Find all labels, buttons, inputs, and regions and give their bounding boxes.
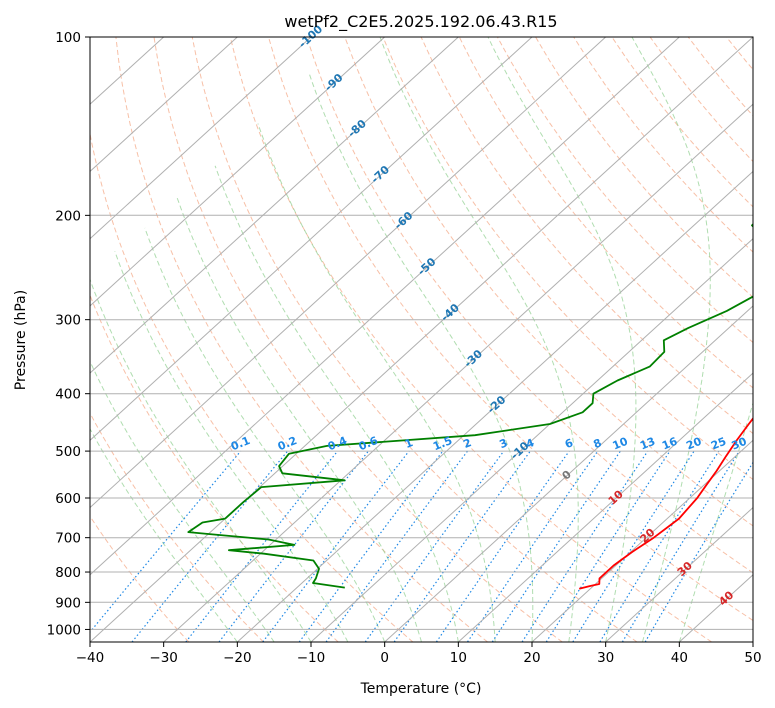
x-tick-label: 0 <box>380 650 389 666</box>
dry-adiabat <box>306 37 753 574</box>
y-tick-label: 800 <box>55 565 81 581</box>
y-tick-label: 1000 <box>47 622 81 638</box>
moist-adiabat <box>379 37 579 642</box>
isotherm-line <box>90 37 312 240</box>
dry-adiabat <box>382 37 753 481</box>
y-tick-label: 500 <box>55 444 81 460</box>
mixing-ratio-line <box>491 450 621 642</box>
mixing-ratio-label: 8 <box>592 436 604 451</box>
isotherm-line <box>90 37 607 509</box>
mixing-ratio-line <box>298 450 444 642</box>
mixing-ratio-label: 10 <box>611 435 630 453</box>
x-tick-label: 50 <box>744 650 761 666</box>
mixing-ratio-line <box>621 450 740 642</box>
mixing-ratio-label: 3 <box>498 436 510 451</box>
isotherm-line <box>90 37 238 173</box>
isotherm-line <box>90 37 386 307</box>
mixing-ratio-label: 30 <box>730 435 749 453</box>
grid-lines <box>90 37 753 642</box>
dry-adiabat <box>90 412 264 642</box>
mixing-ratio-line <box>435 450 570 642</box>
mixing-ratio-line <box>521 450 649 642</box>
mixing-ratio-line <box>90 450 242 633</box>
x-tick-label: 30 <box>597 650 614 666</box>
mixing-ratio-line <box>325 450 468 642</box>
mixing-ratio-label: 16 <box>660 435 679 453</box>
moist-adiabat <box>214 165 459 642</box>
dry-adiabat <box>268 37 753 622</box>
y-tick-label: 700 <box>55 531 81 547</box>
x-axis-ticks: −40 −30 −20 −10 0 10 20 30 40 50 <box>76 642 762 666</box>
isotherm-line <box>90 37 680 576</box>
x-tick-label: −30 <box>149 650 178 666</box>
moist-adiabat <box>487 37 637 642</box>
isotherm-line <box>90 37 459 374</box>
moist-adiabat <box>175 195 422 642</box>
y-tick-label: 900 <box>55 595 81 611</box>
isotherm-line <box>531 439 753 642</box>
mixing-ratio-line <box>572 450 695 642</box>
isotherm-line <box>384 305 753 642</box>
moist-adiabat <box>90 427 238 642</box>
mixing-ratio-label: 25 <box>709 435 728 453</box>
moist-adiabat <box>90 278 312 642</box>
x-tick-label: 10 <box>450 650 467 666</box>
mixing-ratio-label: 1 <box>403 436 415 451</box>
dewpoint-trace <box>187 223 753 589</box>
mixing-ratio-line <box>131 450 289 642</box>
x-tick-label: −10 <box>297 650 326 666</box>
x-axis-label: Temperature (°C) <box>360 681 482 697</box>
isotherm-line <box>90 37 533 442</box>
moist-adiabat <box>90 360 275 642</box>
mixing-ratio-label: 2 <box>461 436 473 451</box>
isotherm-line <box>605 506 753 642</box>
moist-adiabat <box>308 72 534 642</box>
dry-adiabat <box>496 37 753 344</box>
moist-adiabat <box>631 37 711 642</box>
y-tick-label: 300 <box>55 313 81 329</box>
isotherm-line <box>236 170 753 642</box>
y-axis-ticks: 100 200 300 400 500 600 700 800 900 1000 <box>47 30 90 638</box>
y-tick-label: 100 <box>55 30 81 46</box>
mixing-ratio-line <box>262 450 410 642</box>
temperature-trace <box>578 417 753 590</box>
mixing-ratio-line <box>466 450 599 642</box>
y-tick-label: 200 <box>55 208 81 224</box>
dry-adiabat <box>535 37 753 298</box>
isotherm-line <box>457 372 753 642</box>
mixing-ratio-label: 13 <box>638 435 657 453</box>
y-tick-label: 600 <box>55 491 81 507</box>
moist-adiabat <box>114 251 349 642</box>
mixing-ratio-line <box>185 450 339 642</box>
moist-adiabat <box>678 401 753 642</box>
x-tick-label: 40 <box>671 650 688 666</box>
isotherm-line <box>310 237 753 642</box>
dry-adiabat <box>153 37 563 642</box>
x-tick-label: −20 <box>223 650 252 666</box>
chart-title: wetPf2_C2E5.2025.192.06.43.R15 <box>284 12 557 32</box>
dry-adiabat <box>115 37 488 642</box>
plot-frame <box>89 36 754 643</box>
profile-traces <box>187 223 753 590</box>
isotherm-line <box>90 37 753 642</box>
y-axis-label: Pressure (hPa) <box>13 290 29 390</box>
dry-adiabat <box>420 37 753 435</box>
x-tick-label: −40 <box>76 650 105 666</box>
mixing-ratio-label: 20 <box>684 435 703 453</box>
mixing-ratio-line <box>364 450 505 642</box>
dry-adiabat <box>191 37 638 642</box>
x-tick-label: 20 <box>523 650 540 666</box>
y-tick-label: 400 <box>55 387 81 403</box>
mixing-ratio-line <box>545 450 671 642</box>
